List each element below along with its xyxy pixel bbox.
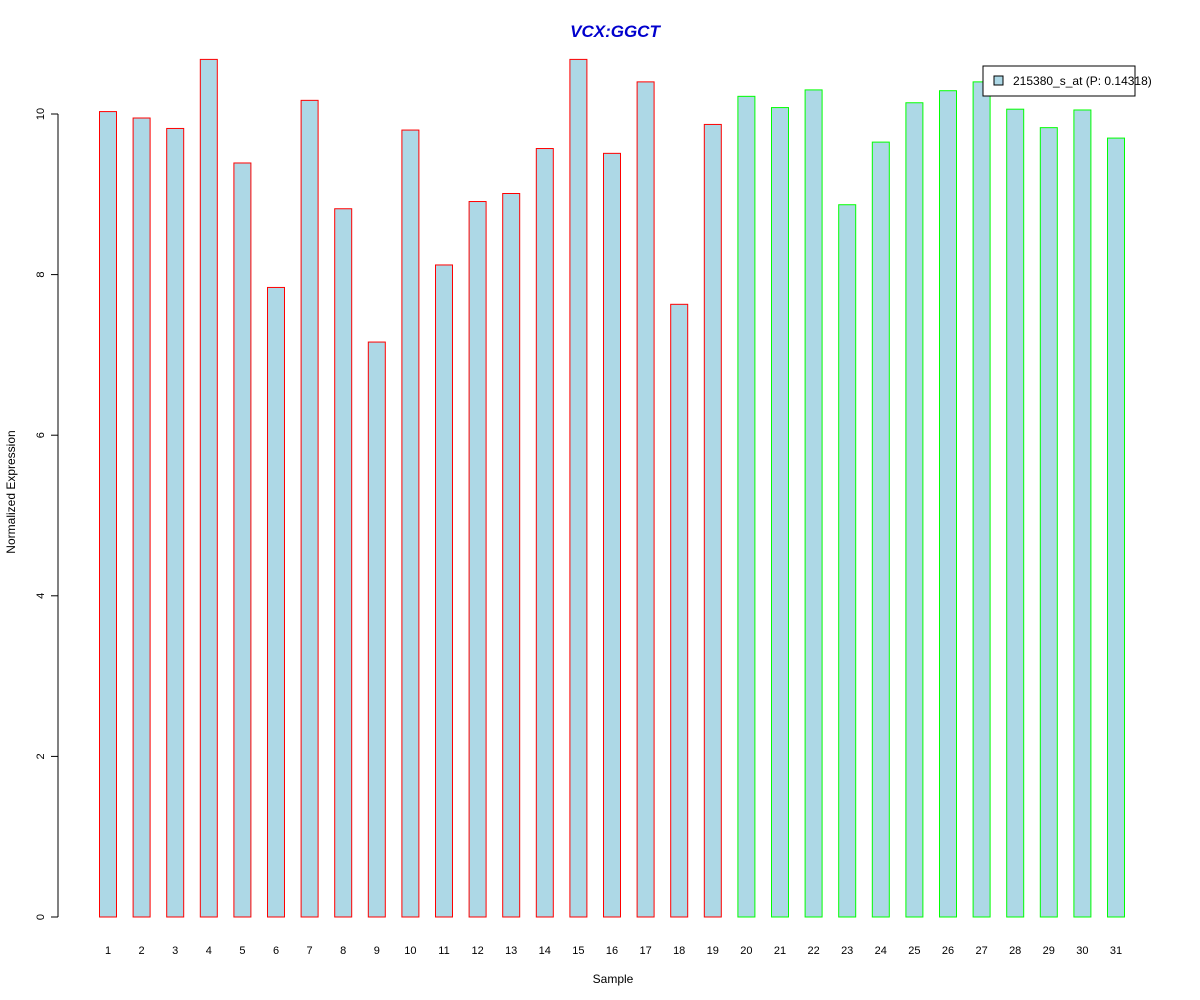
bar-sample-14 xyxy=(535,148,554,918)
bar-sample-13 xyxy=(502,192,521,918)
x-tick-label: 12 xyxy=(471,945,483,957)
bar-sample-20 xyxy=(737,95,756,918)
bar-sample-9 xyxy=(367,341,386,918)
x-tick-label: 7 xyxy=(307,945,313,957)
x-tick-label: 14 xyxy=(539,945,551,957)
x-tick-label: 1 xyxy=(105,945,111,957)
x-tick-labels: 1 2 3 4 5 6 7 8 9 10 11 12 13 14 15 16 17 18 19 20 21 22 23 24 2… xyxy=(105,945,1122,957)
bar-sample-30 xyxy=(1073,109,1092,918)
x-tick-label: 25 xyxy=(908,945,920,957)
bar-sample-7 xyxy=(300,99,319,918)
x-tick-label: 22 xyxy=(807,945,819,957)
bar-sample-11 xyxy=(435,264,453,918)
x-tick-label: 29 xyxy=(1043,945,1055,957)
bar-sample-17 xyxy=(636,81,655,918)
x-axis-label: Sample xyxy=(593,972,634,986)
x-tick-label: 11 xyxy=(438,945,449,957)
x-tick-label: 31 xyxy=(1110,945,1122,957)
legend: 215380_s_at (P: 0.14318) xyxy=(982,65,1152,97)
y-tick-label: 6 xyxy=(35,432,47,438)
x-tick-label: 23 xyxy=(841,945,853,957)
x-tick-label: 6 xyxy=(273,945,279,957)
x-tick-label: 26 xyxy=(942,945,954,957)
x-tick-label: 19 xyxy=(707,945,719,957)
x-tick-label: 21 xyxy=(774,945,786,957)
bar-sample-4 xyxy=(199,58,218,918)
bar-sample-22 xyxy=(804,89,823,918)
x-tick-label: 28 xyxy=(1009,945,1021,957)
chart-title: VCX:GGCT xyxy=(570,22,661,41)
y-axis: 0 2 4 6 8 10 xyxy=(35,108,59,920)
y-tick-label: 10 xyxy=(35,108,47,120)
x-tick-label: 13 xyxy=(505,945,517,957)
x-tick-label: 10 xyxy=(404,945,416,957)
bar-sample-19 xyxy=(703,123,722,918)
bar-sample-23 xyxy=(838,204,857,918)
x-tick-label: 9 xyxy=(374,945,380,957)
legend-label: 215380_s_at (P: 0.14318) xyxy=(1013,74,1152,88)
y-tick-label: 4 xyxy=(35,593,47,599)
x-tick-label: 27 xyxy=(975,945,987,957)
bar-sample-21 xyxy=(771,107,789,918)
x-tick-label: 30 xyxy=(1076,945,1088,957)
x-tick-label: 4 xyxy=(206,945,212,957)
bar-sample-2 xyxy=(132,117,151,918)
bar-sample-28 xyxy=(1006,108,1025,918)
bar-sample-24 xyxy=(871,141,890,918)
bar-sample-27 xyxy=(972,81,991,918)
bar-sample-15 xyxy=(569,58,588,918)
bar-sample-10 xyxy=(401,129,420,918)
bar-sample-29 xyxy=(1039,127,1058,918)
bar-sample-8 xyxy=(334,208,353,918)
y-tick-label: 0 xyxy=(35,914,47,920)
bar-sample-16 xyxy=(603,152,621,918)
x-tick-label: 2 xyxy=(139,945,145,957)
bar-sample-6 xyxy=(267,286,285,918)
x-tick-label: 5 xyxy=(239,945,245,957)
x-tick-label: 20 xyxy=(740,945,752,957)
x-tick-label: 17 xyxy=(639,945,651,957)
bar-sample-3 xyxy=(166,127,185,918)
legend-box xyxy=(982,65,1136,97)
bar-sample-5 xyxy=(233,162,252,918)
y-tick-label: 8 xyxy=(35,272,47,278)
y-axis-label: Normalized Expression xyxy=(4,430,18,553)
bar-sample-26 xyxy=(939,90,957,918)
x-tick-label: 8 xyxy=(340,945,346,957)
x-tick-label: 15 xyxy=(572,945,584,957)
legend-swatch xyxy=(993,75,1004,86)
x-tick-label: 16 xyxy=(606,945,618,957)
x-tick-label: 18 xyxy=(673,945,685,957)
bar-sample-31 xyxy=(1107,137,1125,918)
bar-sample-18 xyxy=(670,303,689,918)
bars-group xyxy=(99,58,1125,918)
x-tick-label: 3 xyxy=(172,945,178,957)
bar-sample-25 xyxy=(905,102,924,918)
x-tick-label: 24 xyxy=(875,945,887,957)
y-tick-label: 2 xyxy=(35,753,47,759)
bar-sample-12 xyxy=(468,201,487,918)
bar-sample-1 xyxy=(99,111,117,918)
